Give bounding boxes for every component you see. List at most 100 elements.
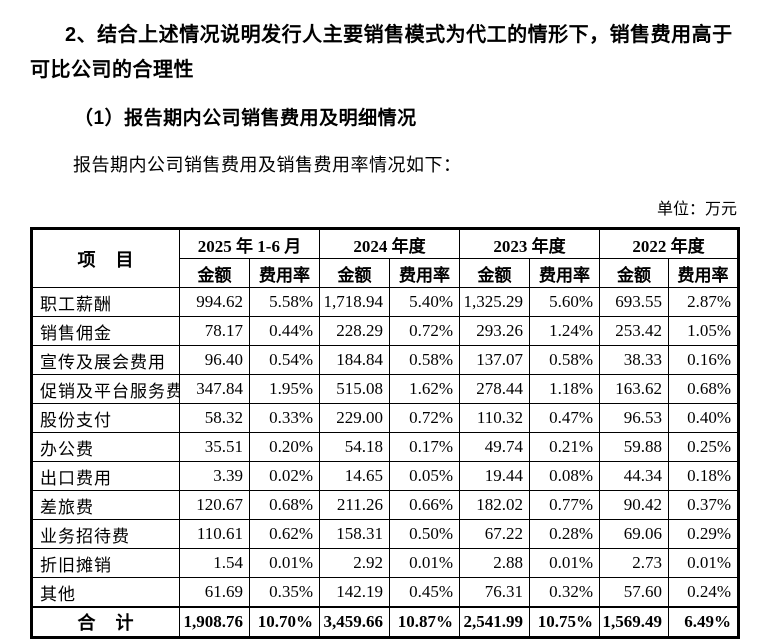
column-header-amount: 金额 xyxy=(319,258,391,288)
rate-cell: 1.95% xyxy=(248,374,321,404)
item-label-cell: 业务招待费 xyxy=(31,519,180,549)
amount-cell: 61.69 xyxy=(179,577,250,608)
rate-cell: 0.21% xyxy=(529,432,601,462)
table-row: 办公费 35.51 0.20% 54.18 0.17% 49.74 0.21% 59.88 0.… xyxy=(31,432,740,462)
amount-cell: 278.44 xyxy=(459,374,531,404)
amount-cell: 120.67 xyxy=(179,490,250,520)
amount-cell: 38.33 xyxy=(599,345,670,375)
rate-cell: 0.68% xyxy=(668,374,740,404)
column-header-rate: 费用率 xyxy=(248,258,321,288)
amount-cell: 59.88 xyxy=(599,432,670,462)
rate-cell: 0.72% xyxy=(389,403,461,433)
rate-cell: 0.58% xyxy=(529,345,601,375)
amount-cell: 2.73 xyxy=(599,548,670,578)
rate-cell: 0.02% xyxy=(248,461,321,491)
rate-cell: 0.16% xyxy=(668,345,740,375)
table-row: 业务招待费 110.61 0.62% 158.31 0.50% 67.22 0.28% 69.… xyxy=(31,519,740,549)
amount-cell: 693.55 xyxy=(599,287,670,317)
amount-cell: 1,908.76 xyxy=(179,606,250,638)
rate-cell: 0.54% xyxy=(248,345,321,375)
rate-cell: 1.05% xyxy=(668,316,740,346)
item-label-cell: 其他 xyxy=(31,577,180,608)
amount-cell: 90.42 xyxy=(599,490,670,520)
item-label-cell: 办公费 xyxy=(31,432,180,462)
sales-expense-table: 项 目 2025 年 1-6 月 2024 年度 2023 年度 2022 年度… xyxy=(30,227,741,639)
amount-cell: 2.92 xyxy=(319,548,391,578)
table-row: 宣传及展会费用 96.40 0.54% 184.84 0.58% 137.07 0.58% 3… xyxy=(31,345,740,375)
amount-cell: 2,541.99 xyxy=(459,606,531,638)
column-header-period-2023: 2023 年度 xyxy=(459,228,601,259)
amount-cell: 96.40 xyxy=(179,345,250,375)
table-row: 促销及平台服务费 347.84 1.95% 515.08 1.62% 278.44 1.18… xyxy=(31,374,740,404)
amount-cell: 3,459.66 xyxy=(319,606,391,638)
amount-cell: 57.60 xyxy=(599,577,670,608)
amount-cell: 76.31 xyxy=(459,577,531,608)
amount-cell: 35.51 xyxy=(179,432,250,462)
amount-cell: 110.32 xyxy=(459,403,531,433)
item-label-cell: 折旧摊销 xyxy=(31,548,180,578)
item-label-cell: 销售佣金 xyxy=(31,316,180,346)
rate-cell: 0.08% xyxy=(529,461,601,491)
rate-cell: 1.62% xyxy=(389,374,461,404)
rate-cell: 0.28% xyxy=(529,519,601,549)
table-row: 折旧摊销 1.54 0.01% 2.92 0.01% 2.88 0.01% 2.73 0.01% xyxy=(31,548,740,578)
table-header-period-row: 项 目 2025 年 1-6 月 2024 年度 2023 年度 2022 年度 xyxy=(31,228,740,288)
rate-cell: 0.01% xyxy=(529,548,601,578)
rate-cell: 0.01% xyxy=(668,548,740,578)
rate-cell: 6.49% xyxy=(668,606,740,638)
section-heading-line2: 可比公司的合理性 xyxy=(30,59,194,81)
rate-cell: 0.01% xyxy=(389,548,461,578)
column-header-rate: 费用率 xyxy=(389,258,461,288)
amount-cell: 3.39 xyxy=(179,461,250,491)
column-header-amount: 金额 xyxy=(599,258,670,288)
rate-cell: 0.33% xyxy=(248,403,321,433)
unit-note: 单位：万元 xyxy=(656,201,737,218)
column-header-period-2024: 2024 年度 xyxy=(319,228,461,259)
amount-cell: 347.84 xyxy=(179,374,250,404)
rate-cell: 0.01% xyxy=(248,548,321,578)
table-total-row: 合 计 1,908.76 10.70% 3,459.66 10.87% 2,541.99 1… xyxy=(31,606,740,638)
amount-cell: 158.31 xyxy=(319,519,391,549)
item-label-cell: 差旅费 xyxy=(31,490,180,520)
rate-cell: 10.87% xyxy=(389,606,461,638)
rate-cell: 0.58% xyxy=(389,345,461,375)
rate-cell: 0.05% xyxy=(389,461,461,491)
rate-cell: 10.70% xyxy=(248,606,321,638)
amount-cell: 58.32 xyxy=(179,403,250,433)
rate-cell: 0.77% xyxy=(529,490,601,520)
table-row: 出口费用 3.39 0.02% 14.65 0.05% 19.44 0.08% 44.34 0.… xyxy=(31,461,740,491)
column-header-amount: 金额 xyxy=(179,258,250,288)
item-label-cell: 宣传及展会费用 xyxy=(31,345,180,375)
rate-cell: 0.35% xyxy=(248,577,321,608)
rate-cell: 5.60% xyxy=(529,287,601,317)
amount-cell: 994.62 xyxy=(179,287,250,317)
section-heading: 2、结合上述情况说明发行人主要销售模式为代工的情形下，销售费用高于 可比公司的合… xyxy=(30,18,737,88)
amount-cell: 184.84 xyxy=(319,345,391,375)
rate-cell: 0.50% xyxy=(389,519,461,549)
rate-cell: 0.24% xyxy=(668,577,740,608)
rate-cell: 5.40% xyxy=(389,287,461,317)
table-row: 职工薪酬 994.62 5.58% 1,718.94 5.40% 1,325.29 5.60… xyxy=(31,287,740,317)
rate-cell: 0.29% xyxy=(668,519,740,549)
rate-cell: 2.87% xyxy=(668,287,740,317)
amount-cell: 1,569.49 xyxy=(599,606,670,638)
amount-cell: 137.07 xyxy=(459,345,531,375)
amount-cell: 19.44 xyxy=(459,461,531,491)
column-header-period-2022: 2022 年度 xyxy=(599,228,740,259)
amount-cell: 1.54 xyxy=(179,548,250,578)
amount-cell: 182.02 xyxy=(459,490,531,520)
rate-cell: 0.68% xyxy=(248,490,321,520)
amount-cell: 78.17 xyxy=(179,316,250,346)
amount-cell: 515.08 xyxy=(319,374,391,404)
table-header: 项 目 2025 年 1-6 月 2024 年度 2023 年度 2022 年度… xyxy=(31,228,740,288)
amount-cell: 1,718.94 xyxy=(319,287,391,317)
rate-cell: 0.40% xyxy=(668,403,740,433)
rate-cell: 0.20% xyxy=(248,432,321,462)
table-body: 职工薪酬 994.62 5.58% 1,718.94 5.40% 1,325.29 5.60… xyxy=(31,287,740,638)
subsection-heading: （1）报告期内公司销售费用及明细情况 xyxy=(74,108,417,129)
rate-cell: 0.25% xyxy=(668,432,740,462)
table-row: 股份支付 58.32 0.33% 229.00 0.72% 110.32 0.47% 96.5… xyxy=(31,403,740,433)
rate-cell: 1.18% xyxy=(529,374,601,404)
total-label-cell: 合 计 xyxy=(31,606,180,638)
